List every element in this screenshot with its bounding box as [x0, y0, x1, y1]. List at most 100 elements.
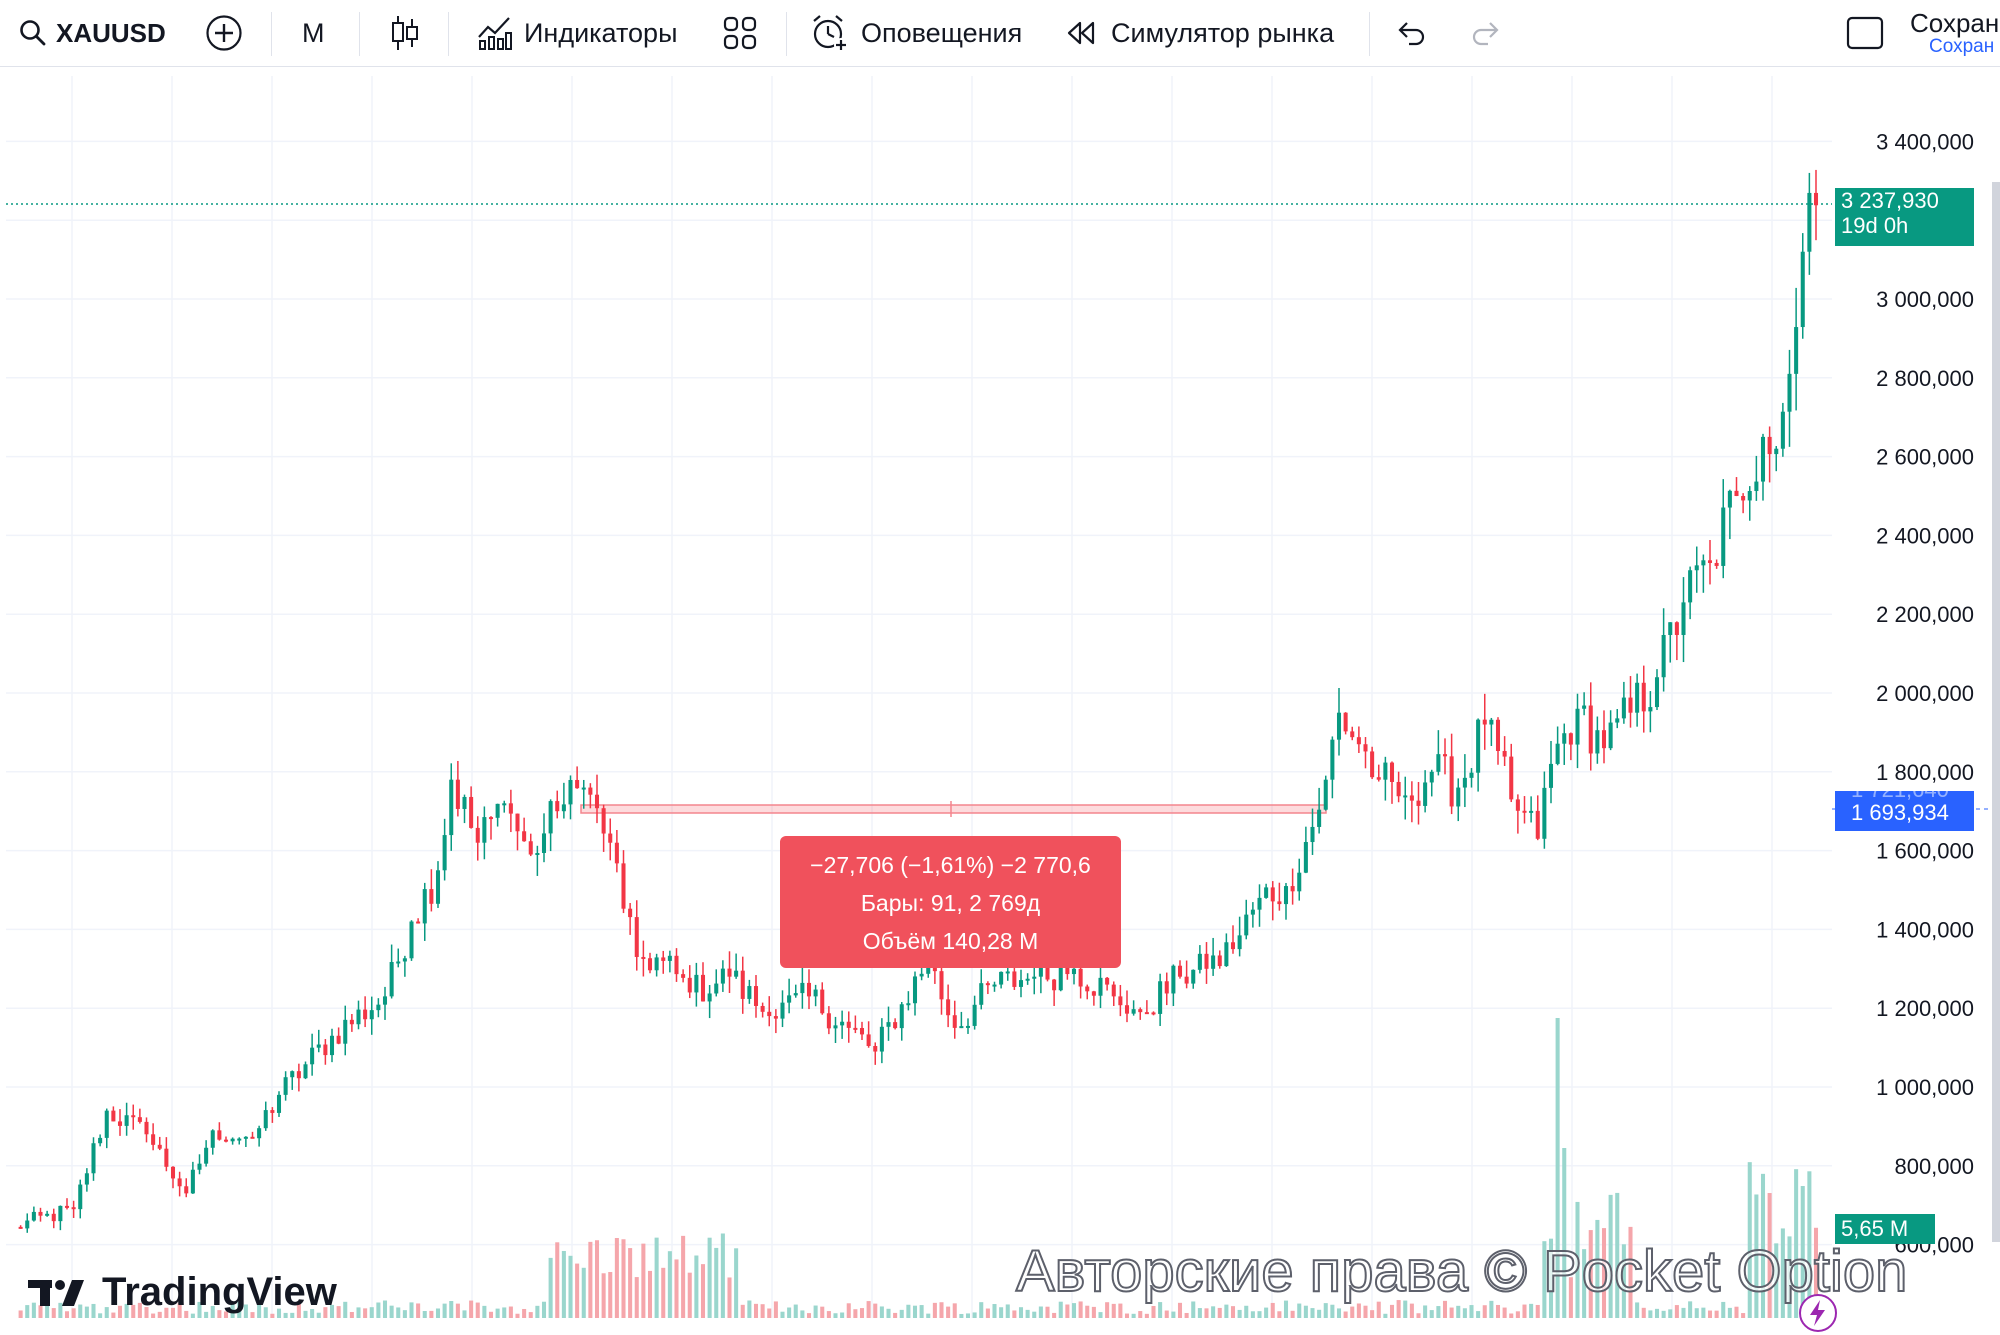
volume-bar: [548, 1257, 553, 1318]
volume-bar: [396, 1307, 401, 1318]
candle-body: [647, 958, 653, 971]
candle-body: [1310, 826, 1315, 843]
volume-bar: [1184, 1312, 1189, 1318]
replay-button[interactable]: Симулятор рынка: [1111, 17, 1335, 48]
candle-body: [1794, 327, 1799, 374]
volume-bar: [1124, 1313, 1130, 1318]
candle-body: [939, 971, 944, 1000]
candle-body: [568, 779, 573, 805]
replay-rewind-icon[interactable]: [1066, 0, 1096, 66]
candle-body: [634, 917, 639, 957]
candle-body: [1177, 965, 1183, 977]
volume-bar: [694, 1255, 699, 1318]
candle-body: [1588, 705, 1593, 754]
candle-body: [1774, 448, 1779, 455]
volume-bar: [369, 1307, 374, 1318]
candle-body: [1529, 810, 1534, 813]
volume-bar: [1423, 1305, 1428, 1318]
candle-body: [1476, 719, 1481, 773]
volume-bar: [1118, 1303, 1123, 1318]
crosshair-price-value: 1 693,934: [1851, 800, 1949, 825]
candle-body: [184, 1186, 189, 1194]
price-tick-label: 2 400,000: [1876, 523, 1974, 548]
tradingview-logo-icon: [28, 1279, 84, 1306]
candle-body: [740, 970, 745, 999]
volume-bar: [999, 1307, 1004, 1318]
candle-body: [1707, 560, 1713, 563]
volume-bar: [356, 1307, 361, 1318]
candle-body: [1038, 961, 1043, 977]
compare-add-icon[interactable]: [205, 0, 243, 66]
candle-body: [1741, 496, 1746, 501]
candle-body: [588, 787, 593, 795]
candle-body: [257, 1128, 262, 1139]
candle-body: [1403, 795, 1408, 798]
candle-body: [1661, 634, 1666, 678]
candle-body: [1124, 1005, 1130, 1014]
candle-body: [1237, 935, 1242, 950]
measure-volume: Объём 140,28 M: [862, 928, 1039, 954]
candle-body: [1032, 976, 1037, 979]
candle-body: [237, 1138, 242, 1141]
volume-bar: [1038, 1306, 1043, 1318]
alerts-button[interactable]: Оповещения: [861, 17, 1023, 48]
volume-bar: [1244, 1305, 1249, 1318]
candle-body: [197, 1163, 202, 1170]
volume-bar: [1535, 1304, 1540, 1318]
candle-body: [1383, 762, 1388, 780]
redo-icon[interactable]: [1470, 0, 1500, 66]
volume-bar: [389, 1305, 394, 1318]
volume-bar: [1151, 1305, 1156, 1318]
fullscreen-square-icon[interactable]: [1846, 0, 1884, 66]
volume-bar: [296, 1302, 301, 1318]
volume-value-label: 5,65 M: [1835, 1214, 1935, 1244]
candle-body: [1714, 562, 1719, 566]
candle-body: [462, 796, 467, 809]
volume-bar: [475, 1302, 480, 1318]
search-icon[interactable]: [18, 0, 48, 66]
candle-body: [1621, 697, 1626, 719]
volume-bar: [329, 1304, 335, 1318]
undo-icon[interactable]: [1397, 0, 1427, 66]
candle-body: [1370, 751, 1375, 778]
alarm-clock-plus-icon[interactable]: [810, 0, 850, 66]
candle-body: [899, 1004, 904, 1029]
save-button[interactable]: Сохран: [1910, 8, 2000, 38]
candle-body: [1283, 886, 1289, 905]
candle-body: [409, 921, 414, 959]
bolt-icon[interactable]: [1799, 1294, 1837, 1332]
candle-body: [661, 957, 666, 961]
volume-bar: [707, 1237, 712, 1318]
layout-grid-icon[interactable]: [723, 0, 757, 66]
candle-body: [1211, 955, 1216, 969]
candles-chart-type-icon[interactable]: [390, 0, 420, 66]
indicators-button[interactable]: Индикаторы: [524, 17, 678, 48]
tradingview-logo[interactable]: TradingView: [28, 1270, 337, 1315]
candle-body: [263, 1110, 268, 1129]
volume-bar: [1138, 1311, 1143, 1318]
volume-bar: [1370, 1310, 1375, 1318]
candle-body: [1635, 682, 1640, 713]
volume-bar: [522, 1308, 527, 1318]
interval-button[interactable]: M: [302, 17, 325, 48]
candle-body: [946, 999, 951, 1016]
volume-bar: [1237, 1309, 1242, 1318]
candle-body: [1071, 968, 1077, 975]
volume-bar: [422, 1311, 427, 1318]
candle-body: [687, 977, 692, 993]
volume-bar: [767, 1308, 772, 1318]
volume-bar: [204, 1311, 209, 1318]
candle-body: [356, 1009, 361, 1025]
candle-body: [674, 955, 679, 975]
chart-pane[interactable]: 3 400,000 3 000,000 2 800,000 2 600,000 2 40…: [6, 76, 2000, 1318]
candle-body: [1442, 754, 1448, 757]
indicators-icon[interactable]: [477, 0, 513, 66]
volume-bar: [1052, 1312, 1057, 1318]
symbol-search-button[interactable]: XAUUSD: [56, 17, 166, 48]
candle-body: [303, 1064, 308, 1079]
price-chart[interactable]: 3 400,000 3 000,000 2 800,000 2 600,000 2 40…: [6, 76, 2000, 1318]
volume-bar: [773, 1301, 778, 1318]
tradingview-wordmark: TradingView: [102, 1270, 337, 1314]
volume-bar: [1701, 1307, 1706, 1318]
candle-body: [376, 1004, 381, 1011]
